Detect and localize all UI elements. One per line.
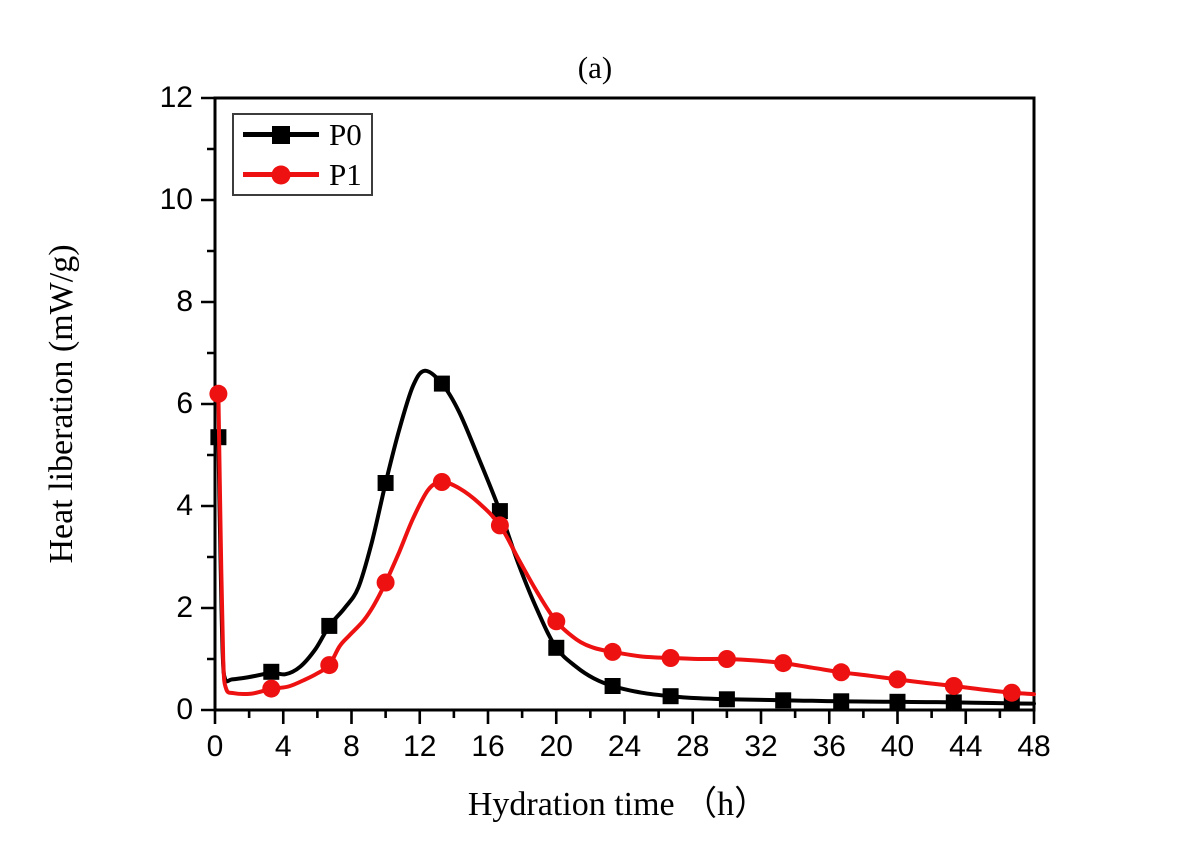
legend-label: P0 (329, 117, 362, 152)
series-P0-marker (433, 375, 450, 392)
x-tick-label: 4 (274, 730, 292, 763)
x-tick-label: 28 (676, 730, 710, 763)
series-P0-marker (833, 693, 850, 710)
series-P1-marker (944, 677, 963, 695)
y-tick-label: 2 (176, 591, 193, 624)
series-P1-marker (888, 670, 907, 689)
series-P1-marker (320, 656, 339, 675)
x-axis-title: Hydration time （h） (467, 786, 769, 823)
y-tick-label: 10 (159, 183, 193, 216)
series-P1-marker (774, 654, 793, 673)
series-P0-marker (548, 639, 565, 656)
x-tick-label: 16 (471, 730, 505, 763)
x-tick-label: 8 (343, 730, 360, 763)
series-P1-marker (432, 473, 451, 491)
series-P1-marker (547, 612, 566, 631)
x-tick-label: 44 (949, 730, 983, 763)
x-tick-label: 12 (403, 730, 437, 763)
series-P0-marker (321, 617, 338, 634)
series-P1-marker (832, 663, 851, 682)
series-P0-marker (718, 691, 735, 708)
x-tick-label: 40 (880, 730, 915, 763)
series-P1-marker (262, 679, 281, 698)
y-tick-label: 12 (159, 81, 193, 114)
y-tick-label: 0 (176, 693, 193, 726)
series-P1-marker (376, 573, 395, 592)
series-P1-line (216, 391, 1036, 697)
y-tick-label: 6 (176, 387, 193, 420)
y-tick-label: 4 (176, 489, 193, 522)
series-P0-marker (491, 503, 508, 520)
x-tick-label: 0 (206, 730, 224, 763)
series-P0-marker (263, 663, 280, 680)
series-P1-marker (661, 649, 680, 667)
plot-title: (a) (577, 50, 613, 85)
series-P1-marker (717, 650, 736, 668)
axis-ticks (201, 96, 1036, 724)
series-P0-marker (775, 692, 792, 709)
x-tick-label: 36 (812, 730, 846, 763)
legend-square-swatch-icon (243, 124, 319, 146)
x-tick-label: 24 (607, 730, 642, 763)
legend-circle-swatch-icon (243, 164, 319, 186)
series-P0-marker (945, 694, 962, 711)
y-axis-title: Heat liberation (mW/g) (43, 244, 80, 564)
series-P1-marker (209, 384, 228, 403)
legend-entry-P1: P1 (243, 157, 371, 193)
series-P0-marker (889, 693, 906, 710)
legend-label: P1 (329, 157, 362, 192)
series-P1-marker (490, 516, 509, 535)
y-tick-label: 8 (176, 285, 193, 318)
series-P1-marker (603, 642, 622, 661)
series-P0-marker (604, 678, 621, 694)
series-P1-marker (1002, 683, 1021, 702)
x-tick-label: 48 (1017, 730, 1051, 763)
legend-entry-P0: P0 (243, 117, 371, 153)
legend-box: P0 P1 (232, 113, 373, 196)
series-P0-marker (662, 688, 679, 705)
series-P0-marker (377, 475, 394, 491)
x-tick-label: 20 (539, 730, 573, 763)
x-tick-label: 32 (744, 730, 778, 763)
